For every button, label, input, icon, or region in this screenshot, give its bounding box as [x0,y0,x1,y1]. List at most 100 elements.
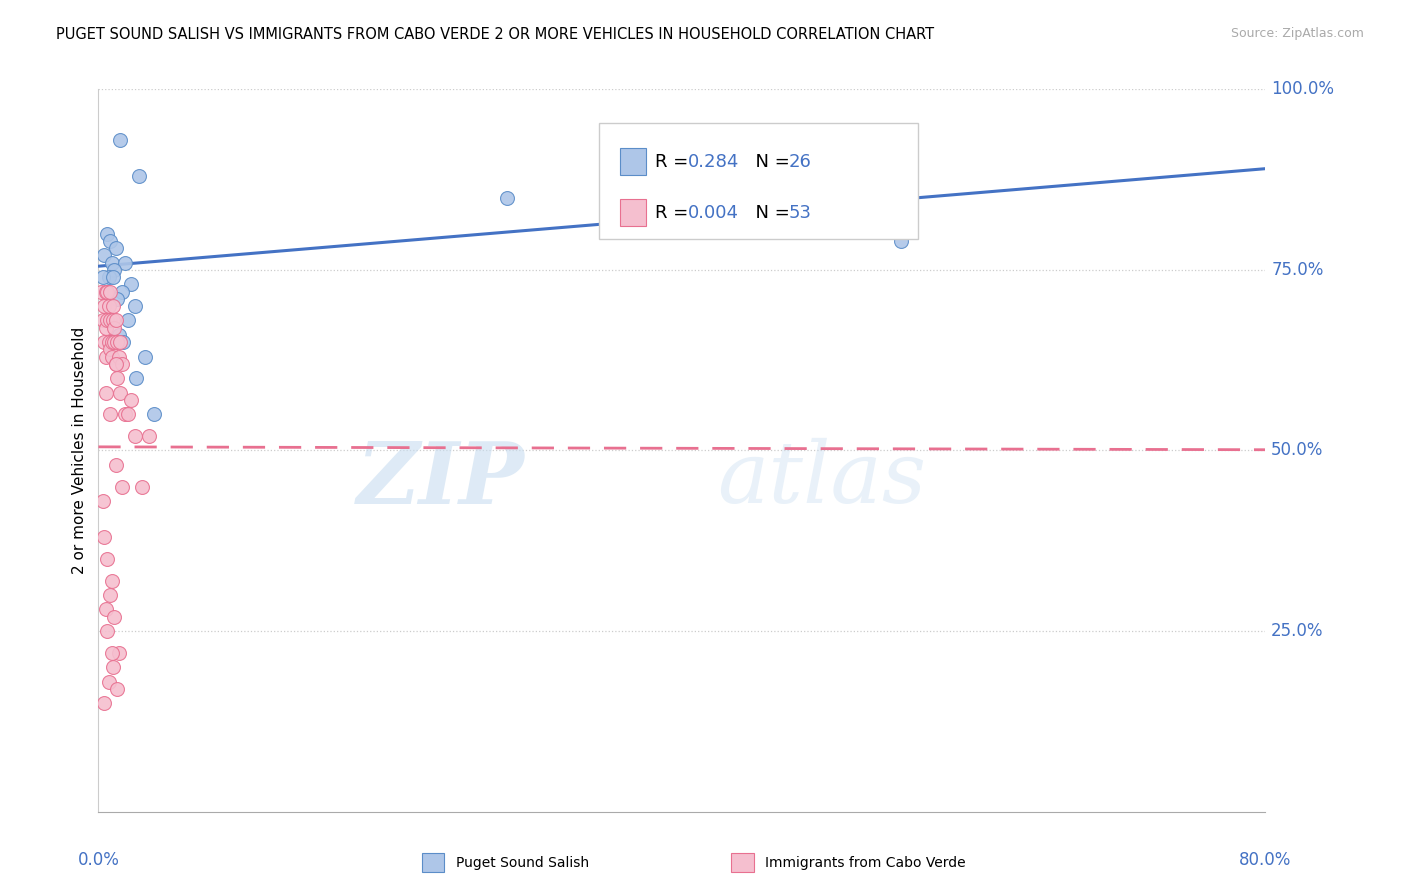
Point [101,660,124,674]
Point [110,334,132,349]
Point [94,285,117,299]
Point [91,494,114,508]
Text: 26: 26 [789,153,811,170]
Text: atlas: atlas [717,438,927,521]
Point [131,480,153,494]
Point [108,646,131,660]
Point [101,270,124,285]
Text: ZIP: ZIP [357,438,524,521]
Point [105,292,128,306]
Point [105,371,128,385]
Point [105,681,128,696]
Point [93,530,115,544]
Point [125,371,148,385]
Point [101,313,124,327]
Point [100,334,122,349]
Text: Source: ZipAtlas.com: Source: ZipAtlas.com [1230,27,1364,40]
Point [103,334,125,349]
Point [108,350,131,364]
Text: Immigrants from Cabo Verde: Immigrants from Cabo Verde [765,855,966,870]
Text: 25.0%: 25.0% [1271,622,1323,640]
Text: Puget Sound Salish: Puget Sound Salish [456,855,589,870]
Point [134,350,156,364]
Point [111,357,134,371]
Point [97,299,120,313]
Text: 0.004: 0.004 [688,203,738,222]
Point [104,357,127,371]
Point [120,392,142,407]
Point [93,334,115,349]
Text: R =: R = [655,203,695,222]
Text: N =: N = [744,203,796,222]
Point [100,646,122,660]
Point [98,343,121,357]
Point [93,299,115,313]
Text: 75.0%: 75.0% [1271,260,1323,279]
Point [142,407,165,421]
Point [101,299,124,313]
Text: 80.0%: 80.0% [1239,852,1292,870]
Text: 100.0%: 100.0% [1271,80,1334,98]
Point [138,429,160,443]
Point [104,458,127,472]
Text: PUGET SOUND SALISH VS IMMIGRANTS FROM CABO VERDE 2 OR MORE VEHICLES IN HOUSEHOLD: PUGET SOUND SALISH VS IMMIGRANTS FROM CA… [56,27,935,42]
Point [104,241,127,255]
Point [96,313,118,327]
Point [91,313,114,327]
Point [98,334,121,349]
Point [98,588,121,602]
Point [124,299,146,313]
Point [96,227,118,241]
Point [94,320,117,334]
Point [496,191,519,205]
Point [117,407,139,421]
Point [93,696,115,710]
Text: 0.0%: 0.0% [77,852,120,870]
Point [91,270,114,285]
Point [124,429,146,443]
Point [93,248,115,262]
Point [104,357,127,371]
Point [103,609,125,624]
Point [97,334,120,349]
Point [94,602,117,616]
Point [108,327,131,342]
Point [103,320,125,334]
Point [103,262,125,277]
Point [117,313,139,327]
Point [110,385,132,400]
Point [120,277,142,292]
Point [104,313,127,327]
Point [100,255,122,269]
Text: 53: 53 [789,203,811,222]
Point [98,285,121,299]
Point [100,350,122,364]
Point [97,674,120,689]
Point [112,334,135,349]
Point [97,270,120,285]
Point [96,551,118,566]
Text: N =: N = [744,153,796,170]
Text: R =: R = [655,153,695,170]
Point [98,313,121,327]
Point [890,234,912,248]
Point [94,385,117,400]
Point [96,285,118,299]
Point [105,334,128,349]
Point [96,624,118,639]
Text: 0.284: 0.284 [688,153,740,170]
Point [111,480,134,494]
Point [128,169,150,183]
Point [111,285,134,299]
Point [114,255,136,269]
Y-axis label: 2 or more Vehicles in Household: 2 or more Vehicles in Household [72,326,87,574]
Text: 50.0%: 50.0% [1271,442,1323,459]
Point [114,407,136,421]
Point [94,285,117,299]
Point [90,285,112,299]
Point [110,133,132,147]
Point [100,574,122,588]
Point [98,407,121,421]
Point [94,350,117,364]
Point [98,234,121,248]
